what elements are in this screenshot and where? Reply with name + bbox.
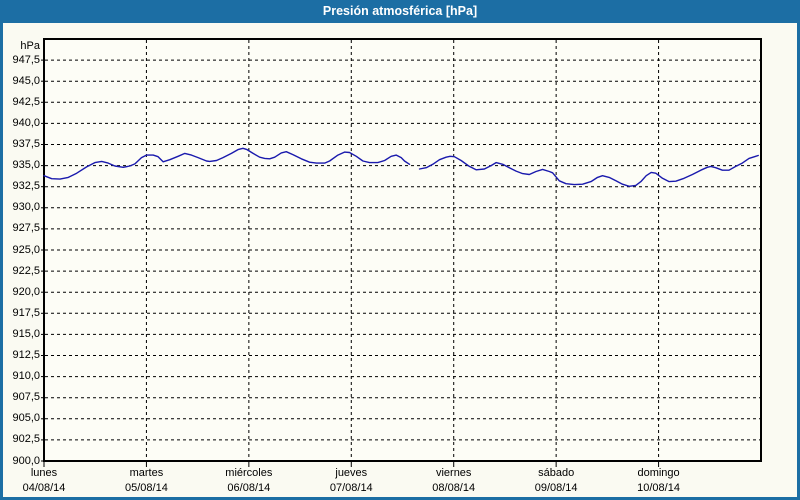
x-axis-day-label: sábado: [538, 467, 575, 479]
y-axis-tick-label: 945,0: [12, 74, 40, 87]
y-axis-tick-label: 912,5: [12, 349, 40, 361]
x-axis-day-label: jueves: [335, 467, 368, 479]
x-axis-date-label: 10/08/14: [637, 482, 680, 494]
y-axis-tick-label: 932,5: [12, 180, 40, 193]
x-axis-date-label: 09/08/14: [534, 482, 578, 494]
y-axis-tick-label: 925,0: [12, 243, 40, 256]
y-axis-tick-label: 935,0: [12, 159, 40, 172]
x-axis-date-label: 06/08/14: [227, 482, 271, 494]
y-axis-tick-label: 917,5: [12, 306, 40, 319]
y-axis-tick-label: 930,0: [12, 201, 40, 214]
y-axis-tick-label: 947,5: [12, 53, 40, 66]
y-axis-tick-label: 910,0: [12, 370, 40, 383]
y-axis-tick-label: 942,5: [12, 95, 40, 108]
chart-title-bar: Presión atmosférica [hPa]: [3, 3, 797, 23]
chart-title: Presión atmosférica [hPa]: [322, 4, 478, 18]
y-axis-tick-label: 915,0: [12, 327, 40, 340]
y-axis-tick-label: 920,0: [12, 285, 40, 298]
x-axis-date-label: 05/08/14: [125, 482, 168, 494]
x-axis-day-label: miércoles: [225, 467, 273, 479]
x-axis-day-label: lunes: [30, 467, 58, 479]
y-axis-tick-label: 922,5: [12, 264, 40, 277]
pressure-line-segment: [43, 147, 411, 180]
x-axis-date-label: 04/08/14: [22, 482, 66, 494]
y-axis-tick-label: 905,0: [12, 412, 40, 425]
y-axis-unit-label: hPa: [20, 40, 40, 52]
y-axis-tick-label: 940,0: [12, 116, 40, 129]
y-axis-tick-label: 907,5: [12, 391, 40, 404]
x-axis-day-label: domingo: [637, 467, 680, 479]
x-axis-day-label: martes: [129, 467, 164, 479]
y-axis-tick-label: 937,5: [12, 138, 40, 150]
y-axis-tick-label: 900,0: [12, 454, 40, 467]
x-axis-date-label: 08/08/14: [432, 482, 476, 494]
pressure-line-segment: [418, 154, 759, 188]
x-axis-day-label: viernes: [435, 467, 472, 479]
y-axis-tick-label: 902,5: [12, 433, 40, 446]
x-axis-date-label: 07/08/14: [329, 482, 373, 494]
y-axis-tick-label: 927,5: [12, 222, 40, 235]
